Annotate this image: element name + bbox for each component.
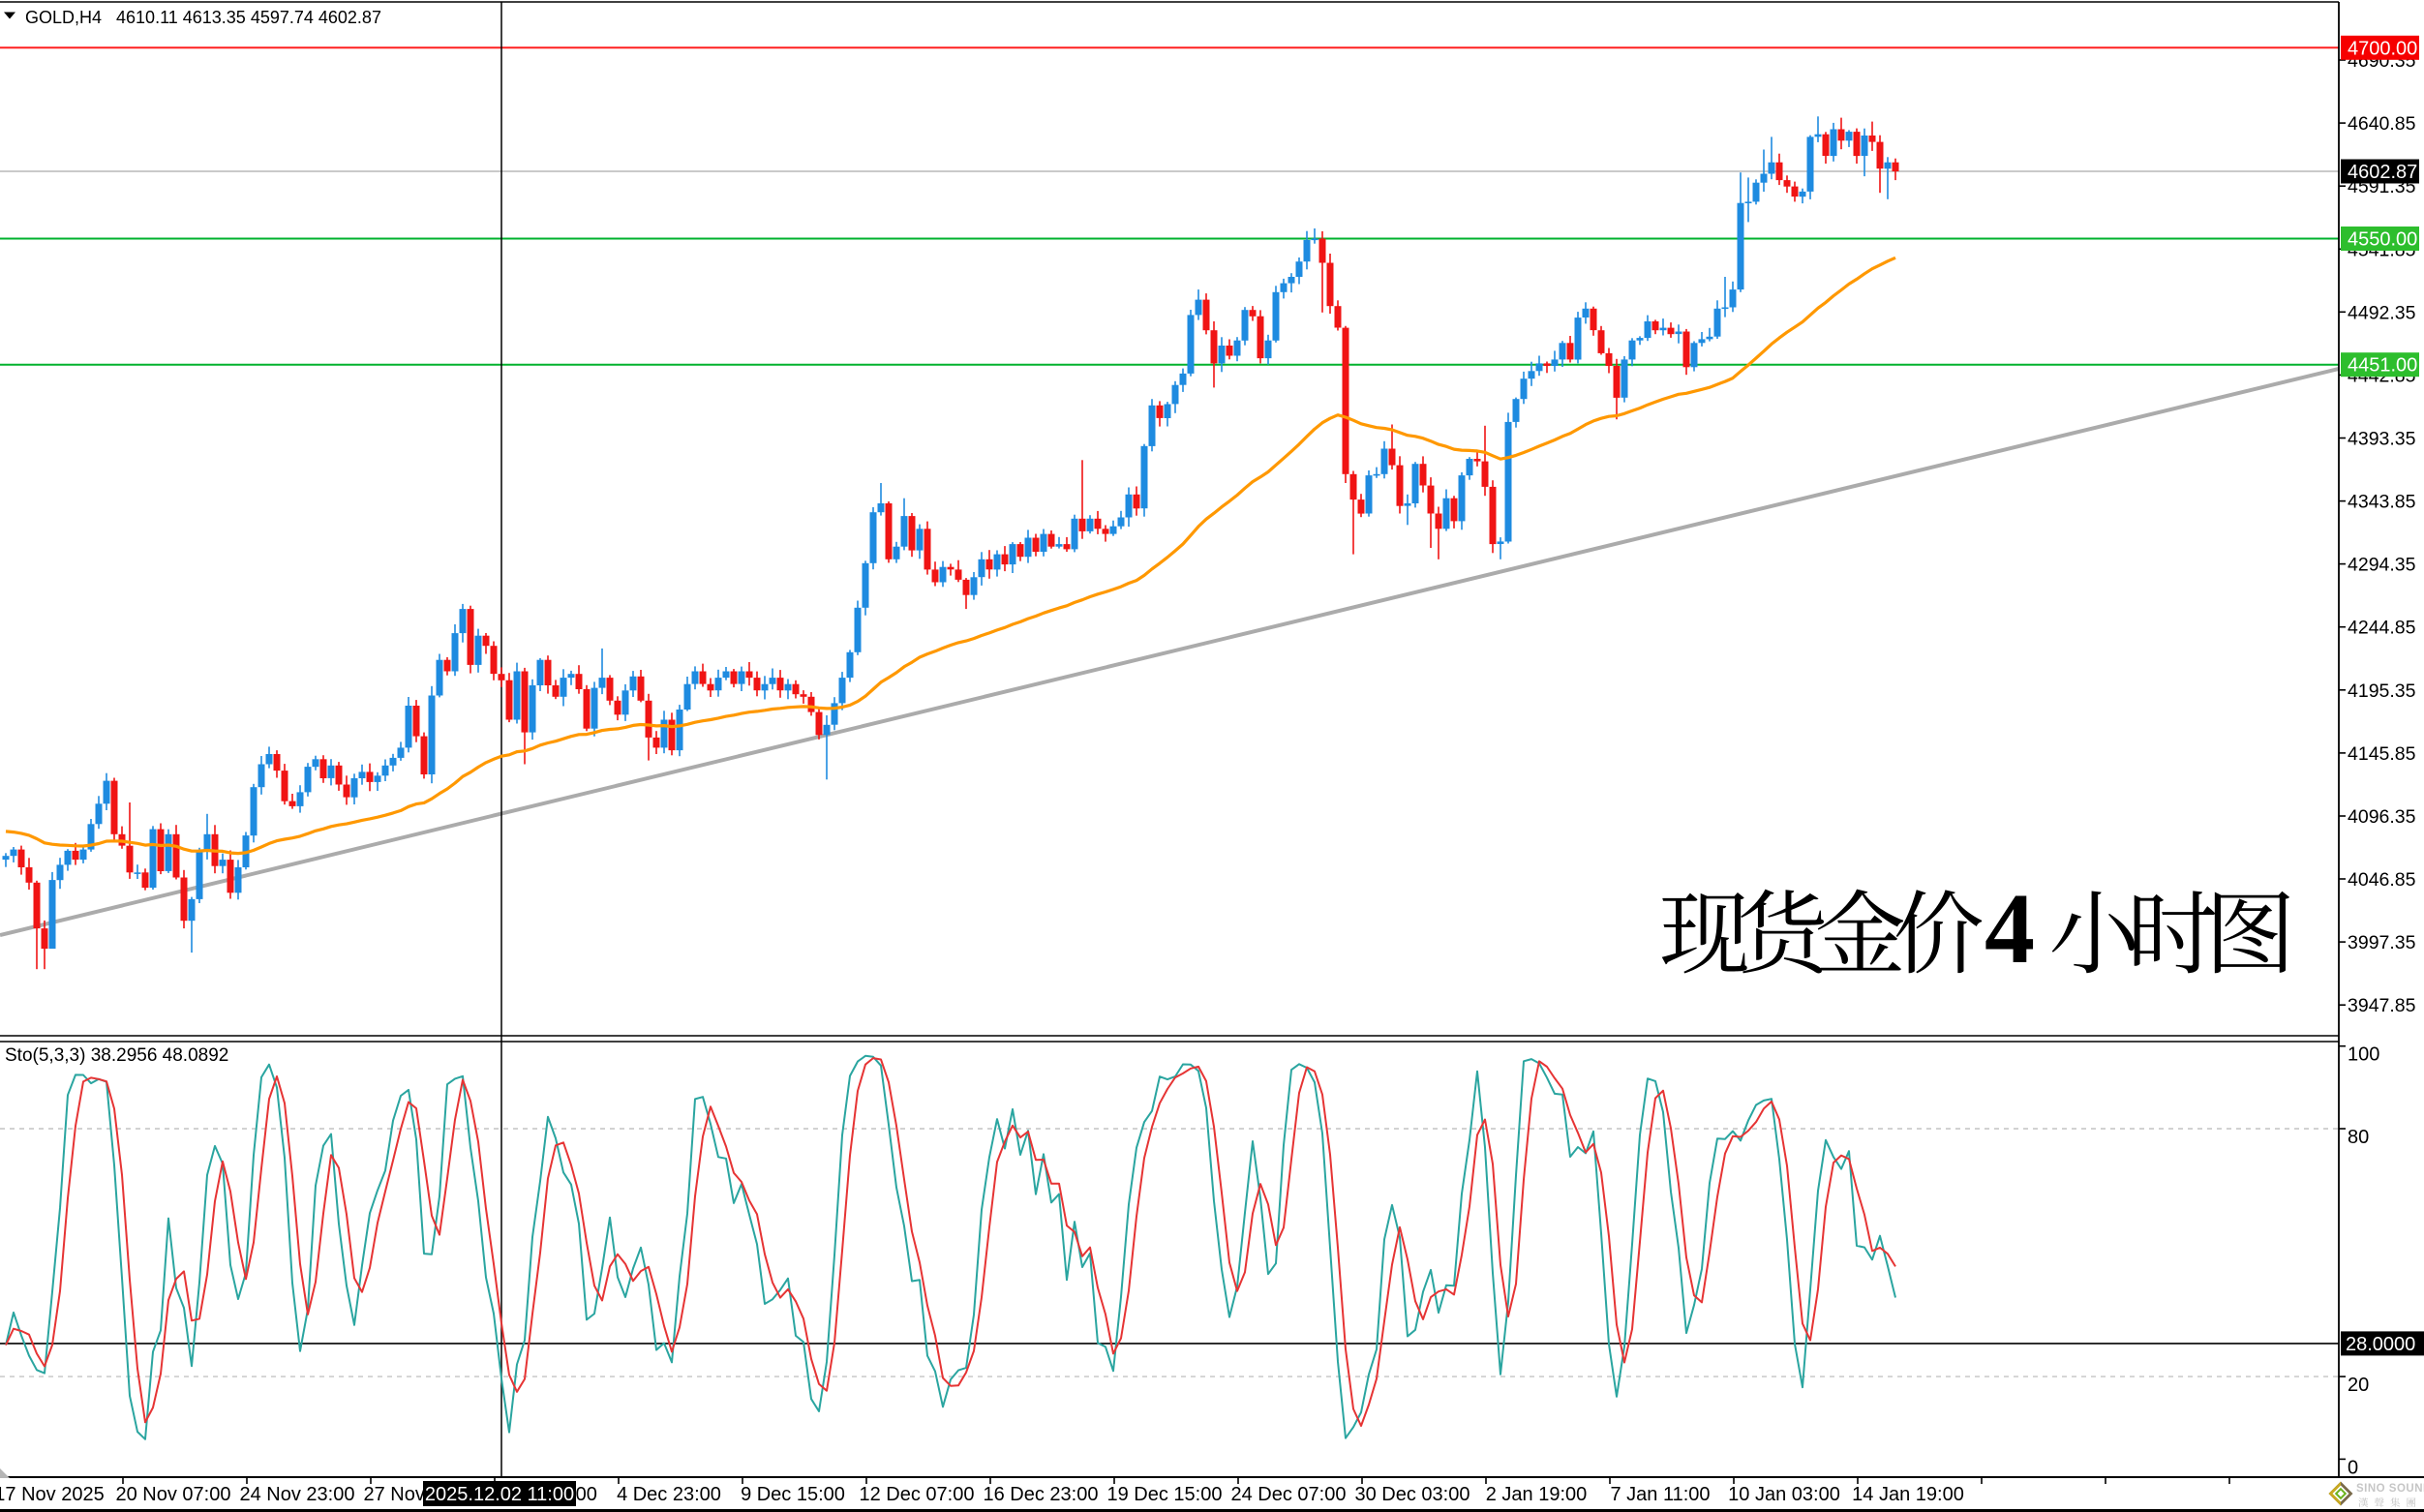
svg-text:4602.87: 4602.87: [2348, 162, 2417, 183]
svg-text:80: 80: [2348, 1127, 2369, 1148]
svg-text:20: 20: [2348, 1375, 2369, 1396]
svg-text:17 Nov 2025: 17 Nov 2025: [0, 1484, 105, 1505]
svg-text:30 Dec 03:00: 30 Dec 03:00: [1355, 1484, 1470, 1505]
svg-text:4294.35: 4294.35: [2348, 555, 2416, 576]
svg-text:4244.85: 4244.85: [2348, 618, 2416, 639]
svg-text:4: 4: [1985, 873, 2035, 984]
svg-text:4451.00: 4451.00: [2348, 355, 2417, 377]
svg-text:10 Jan 03:00: 10 Jan 03:00: [1728, 1484, 1840, 1505]
svg-text:3997.35: 3997.35: [2348, 932, 2416, 953]
svg-text:4492.35: 4492.35: [2348, 302, 2416, 323]
svg-text:12 Dec 07:00: 12 Dec 07:00: [860, 1484, 975, 1505]
svg-text:4195.35: 4195.35: [2348, 680, 2416, 702]
svg-text:4343.85: 4343.85: [2348, 492, 2416, 513]
svg-text:4393.35: 4393.35: [2348, 429, 2416, 450]
svg-text:2025.12.02 11:00: 2025.12.02 11:00: [425, 1484, 574, 1505]
svg-text:4 Dec 23:00: 4 Dec 23:00: [617, 1484, 721, 1505]
svg-text:24 Nov 23:00: 24 Nov 23:00: [240, 1484, 355, 1505]
svg-text:4700.00: 4700.00: [2348, 38, 2417, 59]
svg-text:16 Dec 23:00: 16 Dec 23:00: [984, 1484, 1099, 1505]
svg-text:3947.85: 3947.85: [2348, 995, 2416, 1016]
svg-text:4550.00: 4550.00: [2348, 229, 2417, 251]
svg-text:20 Nov 07:00: 20 Nov 07:00: [116, 1484, 231, 1505]
svg-text:14 Jan 19:00: 14 Jan 19:00: [1852, 1484, 1964, 1505]
svg-text:24 Dec 07:00: 24 Dec 07:00: [1231, 1484, 1347, 1505]
svg-text:9 Dec 15:00: 9 Dec 15:00: [741, 1484, 845, 1505]
svg-text:SINO SOUND: SINO SOUND: [2356, 1483, 2424, 1495]
svg-text:7 Jan 11:00: 7 Jan 11:00: [1610, 1484, 1710, 1505]
svg-text:0: 0: [2348, 1457, 2358, 1478]
svg-text:4046.85: 4046.85: [2348, 869, 2416, 891]
svg-text:100: 100: [2348, 1044, 2379, 1066]
svg-text:4640.85: 4640.85: [2348, 113, 2416, 135]
svg-text:2 Jan 19:00: 2 Jan 19:00: [1486, 1484, 1588, 1505]
svg-text:GOLD,H4 4610.11 4613.35 4597: GOLD,H4 4610.11 4613.35 4597.74 4602.87: [25, 8, 381, 27]
svg-text:4096.35: 4096.35: [2348, 806, 2416, 828]
svg-text:19 Dec 15:00: 19 Dec 15:00: [1107, 1484, 1223, 1505]
svg-text:Sto(5,3,3) 38.2956 48.0892: Sto(5,3,3) 38.2956 48.0892: [5, 1045, 228, 1066]
svg-text:28.0000: 28.0000: [2346, 1334, 2415, 1355]
svg-text:4145.85: 4145.85: [2348, 743, 2416, 765]
